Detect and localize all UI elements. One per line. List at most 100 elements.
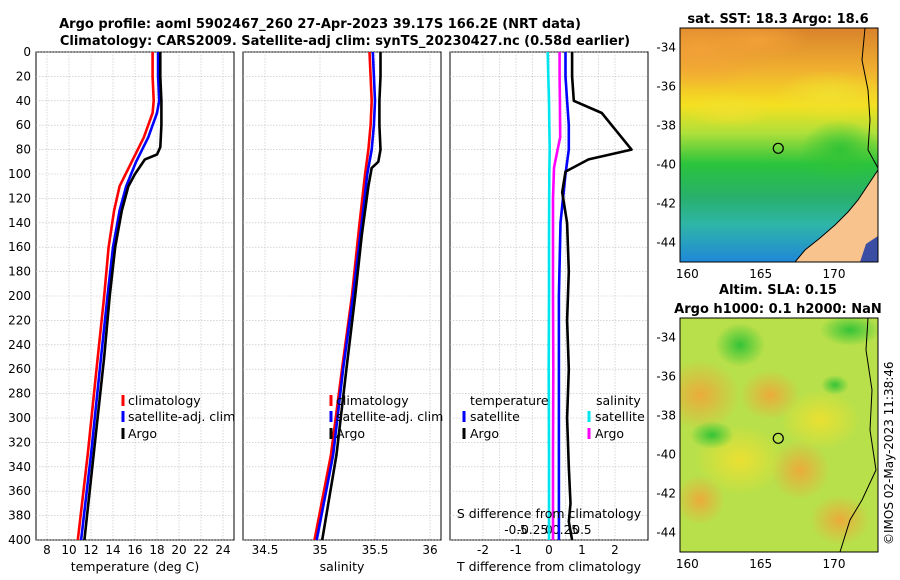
series-climatology	[76, 52, 155, 541]
depth-tick-label: 60	[16, 118, 31, 132]
map-lon-tick: 165	[749, 557, 772, 571]
depth-tick-label: 300	[8, 411, 31, 425]
x-tick-label: -2	[477, 543, 489, 557]
sla-map-title-2: Argo h1000: 0.1 h2000: NaN	[674, 302, 882, 317]
depth-tick-label: 260	[8, 362, 31, 376]
depth-tick-label: 40	[16, 94, 31, 108]
s-diff-tick-label: 0.5	[572, 523, 591, 537]
s-diff-tick-label: -0.5	[504, 523, 527, 537]
sla-map-title-1: Altim. SLA: 0.15	[719, 283, 837, 298]
map-lat-tick: -42	[656, 487, 676, 501]
x-tick-label: 20	[171, 543, 186, 557]
depth-tick-label: 340	[8, 460, 31, 474]
x-tick-label: 14	[105, 543, 120, 557]
map-lat-tick: -34	[656, 331, 676, 345]
series-argo	[320, 52, 382, 541]
salinity-xlabel: salinity	[320, 559, 365, 574]
x-tick-label: 24	[215, 543, 230, 557]
map-lon-tick: 170	[823, 267, 846, 281]
sst-coastline	[861, 28, 878, 169]
sla-green-patch	[690, 421, 734, 449]
sst-tick-labels: 160 165 170 -34 -36 -38 -40 -42 -44	[656, 41, 845, 282]
legend-title-salinity: salinity	[596, 393, 641, 408]
sst-argo-marker	[772, 142, 784, 154]
x-tick-label: 35.5	[362, 543, 389, 557]
depth-tick-label: 240	[8, 338, 31, 352]
legend-label-satellite: satellite-adj. clim	[336, 409, 443, 424]
legend-label-climatology: climatology	[128, 393, 201, 408]
difference-xlabel: T difference from climatology	[456, 559, 642, 574]
x-tick-label: 22	[193, 543, 208, 557]
map-lon-tick: 170	[823, 557, 846, 571]
x-tick-label: 34.5	[252, 543, 279, 557]
map-lat-tick: -36	[656, 370, 676, 384]
sla-map-frame	[679, 317, 879, 553]
depth-tick-label: 380	[8, 509, 31, 523]
legend-label-climatology: climatology	[336, 393, 409, 408]
map-lat-tick: -36	[656, 80, 676, 94]
x-tick-label: 10	[61, 543, 76, 557]
x-tick-label: 0	[545, 543, 553, 557]
map-lon-tick: 165	[749, 267, 772, 281]
sla-yellow-patch	[780, 390, 860, 450]
series-argo	[83, 52, 163, 541]
map-lat-tick: -38	[656, 409, 676, 423]
depth-tick-label: 220	[8, 313, 31, 327]
legend-label-satellite: satellite-adj. clim	[128, 409, 235, 424]
sla-heatmap	[680, 318, 878, 552]
difference-legend: temperature satellite Argo salinity sate…	[462, 393, 645, 441]
map-lon-tick: 160	[676, 267, 699, 281]
sst-warm-patch	[710, 28, 810, 62]
title-line-1: Argo profile: aoml 5902467_260 27-Apr-20…	[59, 17, 581, 32]
series-climatology	[313, 51, 374, 541]
x-tick-label: 1	[578, 543, 586, 557]
depth-tick-label: 20	[16, 69, 31, 83]
sst-yellow-patch	[685, 92, 775, 128]
x-tick-label: 18	[149, 543, 164, 557]
sla-green-patch	[820, 318, 878, 346]
depth-tick-labels: 0 20 40 60 80 100 120 140 160 180 200 220 240 260 280 3…	[8, 45, 31, 547]
legend-label-t-argo: Argo	[470, 426, 499, 441]
map-lat-tick: -44	[656, 236, 676, 250]
depth-tick-label: 180	[8, 265, 31, 279]
t-difference-tick-labels: -2 -1 0 1 2	[477, 543, 619, 557]
x-tick-label: 2	[611, 543, 619, 557]
sla-argo-marker	[772, 432, 784, 444]
depth-tick-label: 0	[23, 45, 31, 59]
depth-tick-label: 80	[16, 143, 31, 157]
sst-map-frame	[679, 27, 879, 263]
legend-label-argo: Argo	[336, 426, 365, 441]
map-lat-tick: -42	[656, 197, 676, 211]
depth-tick-label: 100	[8, 167, 31, 181]
legend-label-s-argo: Argo	[595, 426, 624, 441]
sst-heatmap	[680, 28, 878, 262]
map-lat-tick: -38	[656, 119, 676, 133]
sla-orange-patch	[810, 495, 870, 545]
temperature-tick-labels: 8 10 12 14 16 18 20 22 24	[43, 543, 230, 557]
depth-tick-label: 160	[8, 240, 31, 254]
depth-tick-label: 280	[8, 387, 31, 401]
legend-label-s-satellite: satellite	[595, 409, 645, 424]
sst-yellow-patch	[775, 70, 878, 120]
sla-green-patch	[715, 323, 765, 367]
legend-label-t-satellite: satellite	[470, 409, 520, 424]
difference-series	[546, 51, 633, 541]
salinity-legend: climatology satellite-adj. clim Argo	[329, 393, 443, 441]
depth-tick-label: 200	[8, 289, 31, 303]
salinity-tick-labels: 34.5 35 35.5 36	[252, 543, 438, 557]
series-s-argo	[551, 52, 562, 540]
x-tick-label: -1	[510, 543, 522, 557]
depth-tick-label: 120	[8, 191, 31, 205]
s-difference-label: S difference from climatology	[457, 506, 642, 521]
sst-cold-patch	[860, 236, 878, 262]
temperature-series	[76, 52, 163, 541]
temperature-xlabel: temperature (deg C)	[71, 559, 200, 574]
sla-orange-patch	[680, 360, 740, 430]
imos-credit: ©IMOS 02-May-2023 11:38:46	[882, 361, 896, 545]
depth-tick-label: 320	[8, 435, 31, 449]
gridlines	[36, 51, 648, 541]
map-lat-tick: -34	[656, 41, 676, 55]
s-diff-tick-label: -0.25	[517, 523, 548, 537]
salinity-series	[313, 51, 382, 541]
sla-orange-patch	[770, 440, 830, 500]
